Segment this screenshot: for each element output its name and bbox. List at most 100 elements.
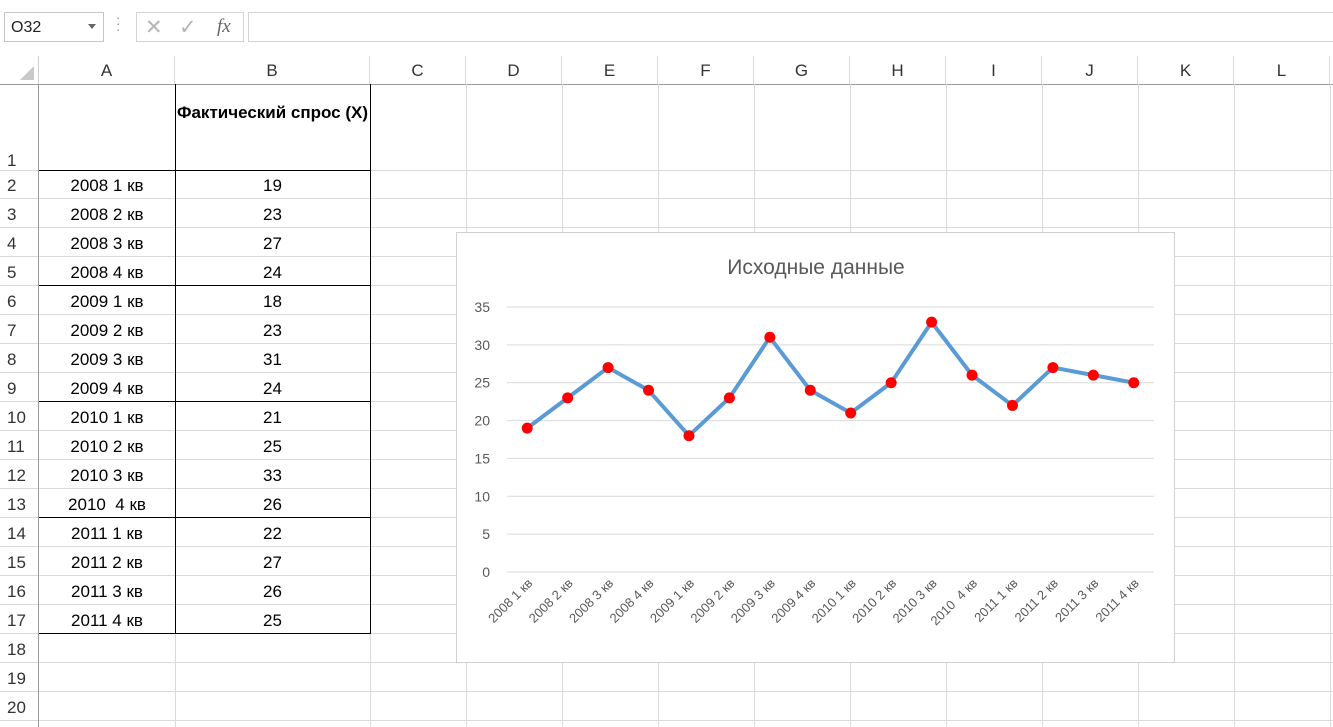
y-tick-label: 25 — [474, 375, 490, 391]
cell-period[interactable]: 2011 4 кв — [71, 611, 143, 630]
table-border — [175, 84, 176, 634]
cell-demand-value[interactable]: 27 — [263, 234, 282, 253]
data-point — [602, 362, 614, 374]
column-header-k[interactable]: K — [1138, 56, 1234, 84]
data-point — [926, 316, 938, 328]
close-icon[interactable]: ✕ — [145, 16, 163, 39]
row-header-9[interactable]: 9 — [0, 373, 38, 402]
row-header-4[interactable]: 4 — [0, 228, 38, 257]
data-point — [845, 407, 857, 419]
cell-b1-header[interactable]: Фактический спрос (X) — [176, 103, 369, 122]
table-border — [39, 285, 371, 286]
cell-demand-value[interactable]: 18 — [263, 292, 282, 311]
cell-period[interactable]: 2008 3 кв — [70, 234, 144, 253]
row-header-6[interactable]: 6 — [0, 286, 38, 315]
row-header-7[interactable]: 7 — [0, 315, 38, 344]
y-tick-label: 20 — [474, 413, 490, 429]
row-header-14[interactable]: 14 — [0, 518, 38, 547]
row-header-13[interactable]: 13 — [0, 489, 38, 518]
cell-demand-value[interactable]: 24 — [263, 263, 282, 282]
data-point — [723, 392, 735, 404]
cell-period[interactable]: 2011 1 кв — [71, 524, 143, 543]
cell-demand-value[interactable]: 23 — [263, 321, 282, 340]
cell-period[interactable]: 2010 2 кв — [70, 437, 144, 456]
cell-period[interactable]: 2011 3 кв — [71, 582, 143, 601]
y-tick-label: 35 — [474, 299, 490, 315]
column-header-l[interactable]: L — [1234, 56, 1330, 84]
cell-period[interactable]: 2010 4 кв — [68, 495, 146, 514]
column-header-h[interactable]: H — [850, 56, 946, 84]
more-options-icon[interactable]: · · · — [116, 10, 121, 37]
column-header-g[interactable]: G — [754, 56, 850, 84]
data-point — [764, 331, 776, 343]
chevron-down-icon[interactable] — [88, 24, 96, 29]
y-tick-label: 10 — [474, 488, 490, 504]
line-chart[interactable]: Исходные данные 0 5 10 15 20 25 30 35 2008 1 кв 20… — [456, 232, 1175, 663]
cell-demand-value[interactable]: 31 — [263, 350, 282, 369]
column-header-j[interactable]: J — [1042, 56, 1138, 84]
cell-period[interactable]: 2010 3 кв — [70, 466, 144, 485]
row-header-1[interactable]: 1 — [0, 84, 38, 171]
row-header-12[interactable]: 12 — [0, 460, 38, 489]
column-header-e[interactable]: E — [562, 56, 658, 84]
data-point — [966, 369, 978, 381]
cell-period[interactable]: 2008 4 кв — [70, 263, 144, 282]
row-header-19[interactable]: 19 — [0, 663, 38, 692]
cell-demand-value[interactable]: 25 — [263, 437, 282, 456]
check-icon[interactable]: ✓ — [179, 16, 197, 39]
table-border — [39, 517, 371, 518]
y-tick-label: 30 — [474, 337, 490, 353]
cell-period[interactable]: 2011 2 кв — [71, 553, 143, 572]
name-box[interactable]: O32 — [4, 12, 104, 42]
row-header-11[interactable]: 11 — [0, 431, 38, 460]
data-point — [521, 422, 533, 434]
row-header-10[interactable]: 10 — [0, 402, 38, 431]
formula-buttons: ✕ ✓ fx — [136, 12, 244, 42]
cell-demand-value[interactable]: 21 — [263, 408, 282, 427]
table-border — [39, 401, 371, 402]
cell-demand-value[interactable]: 24 — [263, 379, 282, 398]
cell-demand-value[interactable]: 33 — [263, 466, 282, 485]
column-header-d[interactable]: D — [466, 56, 562, 84]
cell-period[interactable]: 2009 2 кв — [70, 321, 144, 340]
cell-period[interactable]: 2008 2 кв — [70, 205, 144, 224]
column-header-i[interactable]: I — [946, 56, 1042, 84]
row-header-16[interactable]: 16 — [0, 576, 38, 605]
cell-period[interactable]: 2009 4 кв — [70, 379, 144, 398]
cell-period[interactable]: 2008 1 кв — [70, 176, 144, 195]
y-tick-label: 5 — [482, 526, 490, 542]
table-border — [39, 170, 371, 171]
row-header-20[interactable]: 20 — [0, 692, 38, 721]
cell-period[interactable]: 2009 1 кв — [70, 292, 144, 311]
chart-title: Исходные данные — [727, 256, 904, 279]
select-all-button[interactable] — [0, 56, 39, 84]
cell-demand-value[interactable]: 22 — [263, 524, 282, 543]
formula-input[interactable] — [248, 12, 1333, 42]
row-header-15[interactable]: 15 — [0, 547, 38, 576]
column-header-a[interactable]: A — [39, 56, 175, 84]
row-header-18[interactable]: 18 — [0, 634, 38, 663]
cell-demand-value[interactable]: 27 — [263, 553, 282, 572]
row-header-2[interactable]: 2 — [0, 171, 38, 199]
cell-demand-value[interactable]: 26 — [263, 582, 282, 601]
column-header-c[interactable]: C — [370, 56, 466, 84]
cell-demand-value[interactable]: 23 — [263, 205, 282, 224]
row-header-17[interactable]: 17 — [0, 605, 38, 634]
cell-period[interactable]: 2009 3 кв — [70, 350, 144, 369]
cell-demand-value[interactable]: 26 — [263, 495, 282, 514]
row-header-3[interactable]: 3 — [0, 199, 38, 228]
cell-demand-value[interactable]: 25 — [263, 611, 282, 630]
cell-period[interactable]: 2010 1 кв — [70, 408, 144, 427]
data-point — [683, 430, 695, 442]
row-header-5[interactable]: 5 — [0, 257, 38, 286]
row-header-8[interactable]: 8 — [0, 344, 38, 373]
insert-function-icon[interactable]: fx — [217, 16, 231, 37]
cell-demand-value[interactable]: 19 — [263, 176, 282, 195]
data-point — [1087, 369, 1099, 381]
column-header-b[interactable]: B — [175, 56, 370, 84]
column-header-f[interactable]: F — [658, 56, 754, 84]
table-border — [39, 633, 371, 634]
